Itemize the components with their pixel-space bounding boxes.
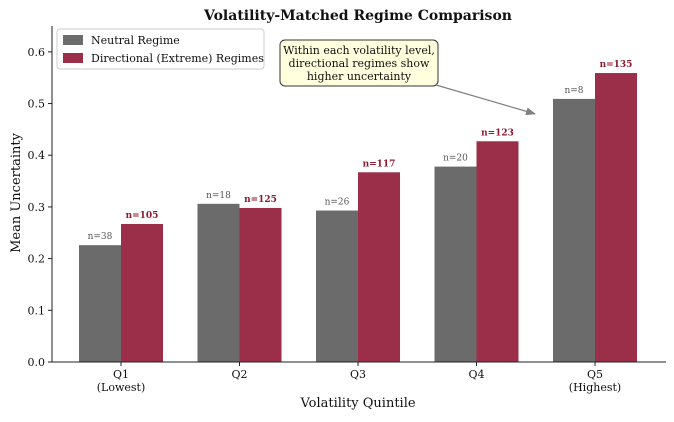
x-tick-sublabel: (Lowest) [97,381,146,394]
count-label: n=26 [325,198,350,208]
annotation-text: Within each volatility level, [283,44,435,57]
axes-layer: 0.0 0.1 0.2 0.3 0.4 0.5 0.6 Q1(Lowest) Q2 Q3 Q4 Q5(… [28,26,666,394]
legend-frame [56,28,265,70]
count-label: n=125 [244,195,277,205]
bar-s1-q5 [595,73,637,362]
annotation: Within each volatility level,directional… [279,39,536,116]
legend-swatch [63,53,83,63]
y-tick-label: 0.5 [28,98,46,111]
bars-layer: n=38n=18n=26n=20n=8n=105n=125n=117n=123n… [79,60,637,362]
count-label: n=20 [443,154,468,164]
bar-s0-q3 [316,210,358,362]
y-tick-label: 0.6 [28,46,46,59]
legend: Neutral Regime Directional (Extreme) Regi… [56,28,265,70]
legend-swatch [63,35,83,45]
legend-label: Directional (Extreme) Regimes [91,52,264,65]
annotation-arrow [435,84,536,116]
y-tick-label: 0.2 [28,253,46,266]
bar-s1-q1 [121,223,163,362]
legend-label: Neutral Regime [91,34,180,47]
x-tick-label: Q5 [587,368,603,381]
count-label: n=123 [481,128,514,138]
count-label: n=8 [564,86,583,96]
y-tick-label: 0.4 [28,149,46,162]
x-axis-label: Volatility Quintile [299,396,415,411]
x-tick-label: Q1 [113,368,129,381]
bar-s1-q3 [358,172,400,362]
x-tick-sublabel: (Highest) [569,381,621,394]
chart-title: Volatility-Matched Regime Comparison [203,8,512,24]
count-label: n=117 [363,159,396,169]
series-0: n=38 n=18 n=26 n=20 n=8 [79,86,595,362]
annotation-text: directional regimes show [289,57,430,70]
bar-s0-q1 [79,245,121,362]
annotation-box [279,39,439,87]
bar-s0-q2 [197,203,240,362]
bar-s1-q2 [239,207,282,362]
count-label: n=38 [88,232,113,242]
y-axis-label: Mean Uncertainty [9,132,24,253]
x-tick-label: Q2 [231,368,247,381]
y-tick-label: 0.0 [28,356,46,369]
y-tick-label: 0.3 [28,201,46,214]
y-tick-label: 0.1 [28,304,46,317]
x-tick-label: Q3 [350,368,366,381]
x-tick-label: Q4 [468,368,484,381]
bar-s1-q4 [476,141,519,362]
count-label: n=135 [600,60,633,70]
count-label: n=105 [126,211,159,221]
bar-s0-q4 [434,166,477,362]
annotation-text: higher uncertainty [307,70,412,83]
bar-s0-q5 [553,98,595,362]
series-1: n=105 n=125 n=117 n=123 n=135 [121,60,637,362]
count-label: n=18 [206,191,231,201]
